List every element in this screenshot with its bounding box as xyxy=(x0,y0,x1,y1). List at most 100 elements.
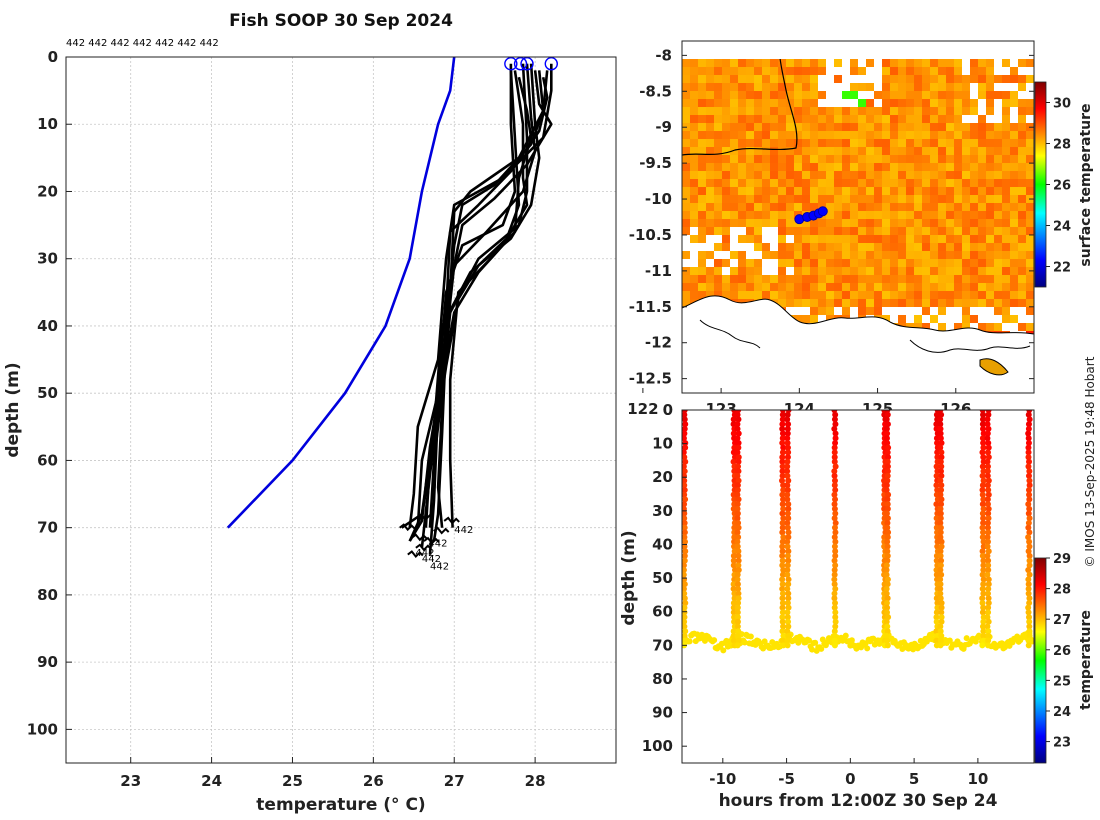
sst-cell xyxy=(874,195,882,203)
sst-cell xyxy=(682,59,690,67)
sst-cell xyxy=(882,83,890,91)
sst-cell xyxy=(1018,323,1026,331)
time-point xyxy=(985,632,992,639)
sst-cell xyxy=(882,147,890,155)
time-point xyxy=(780,487,787,494)
sst-cell xyxy=(778,147,786,155)
sst-cell xyxy=(746,219,754,227)
sst-cell xyxy=(906,147,914,155)
time-point xyxy=(980,529,987,536)
sst-cell xyxy=(994,267,1002,275)
time-point xyxy=(937,585,944,592)
sst-cell xyxy=(714,163,722,171)
sst-cell xyxy=(770,219,778,227)
sst-cell xyxy=(746,227,754,235)
sst-cell xyxy=(762,131,770,139)
sst-cell xyxy=(754,75,762,83)
time-point xyxy=(1026,496,1033,503)
sst-cell xyxy=(842,155,850,163)
sst-cell xyxy=(810,115,818,123)
sst-cell xyxy=(802,107,810,115)
sst-cell xyxy=(978,123,986,131)
climatology-line xyxy=(226,57,456,529)
sst-cell xyxy=(1002,211,1010,219)
sst-cell xyxy=(882,219,890,227)
sst-cell xyxy=(946,171,954,179)
sst-cell xyxy=(986,147,994,155)
time-point xyxy=(806,637,813,644)
time-point xyxy=(985,548,992,555)
time-point xyxy=(884,538,891,545)
sst-cell xyxy=(690,59,698,67)
time-point xyxy=(870,635,877,642)
sst-cell xyxy=(994,131,1002,139)
time-point xyxy=(980,637,987,644)
sst-cell xyxy=(778,235,786,243)
sst-cell xyxy=(778,179,786,187)
time-point xyxy=(985,567,992,574)
time-point xyxy=(682,599,689,606)
time-point xyxy=(779,599,786,606)
sst-cell xyxy=(802,187,810,195)
sst-cell xyxy=(850,283,858,291)
sst-cell xyxy=(802,203,810,211)
time-point xyxy=(938,472,945,479)
sst-cell xyxy=(842,259,850,267)
sst-cell xyxy=(938,131,946,139)
sst-cell xyxy=(906,211,914,219)
map-y-tick-label: -10.5 xyxy=(629,226,672,244)
sst-cell xyxy=(714,211,722,219)
time-point xyxy=(1026,557,1033,564)
sst-cell xyxy=(874,235,882,243)
sst-cell xyxy=(1002,107,1010,115)
sst-cell xyxy=(826,243,834,251)
sst-cell xyxy=(898,139,906,147)
time-point xyxy=(1025,425,1032,432)
time-point xyxy=(785,618,792,625)
sst-cell xyxy=(1010,291,1018,299)
top-profile-labels: 442 442 442 442 442 442 442 xyxy=(66,38,219,49)
sst-cell xyxy=(914,99,922,107)
time-point xyxy=(979,524,986,531)
sst-cell xyxy=(730,155,738,163)
sst-cell xyxy=(754,99,762,107)
time-point xyxy=(682,534,688,541)
time-point xyxy=(1026,552,1033,559)
sst-cell xyxy=(1026,147,1034,155)
time-point xyxy=(730,458,737,465)
sst-cell xyxy=(690,235,698,243)
sst-cell xyxy=(818,291,826,299)
time-point xyxy=(735,444,742,451)
sst-cell xyxy=(994,219,1002,227)
sst-cell xyxy=(1002,275,1010,283)
sst-cell xyxy=(714,107,722,115)
time-point xyxy=(937,435,944,442)
time-point xyxy=(730,557,737,564)
time-point xyxy=(884,642,891,649)
profile-bottom-end xyxy=(416,513,434,522)
sst-cell xyxy=(730,195,738,203)
time-point xyxy=(1026,482,1033,489)
profile-bottom-end xyxy=(407,550,424,559)
sst-cell xyxy=(722,75,730,83)
sst-cell xyxy=(938,187,946,195)
sst-cell xyxy=(754,211,762,219)
sst-cell xyxy=(914,211,922,219)
time-point xyxy=(979,421,986,428)
sst-cell xyxy=(906,251,914,259)
sst-cell xyxy=(914,123,922,131)
time-point xyxy=(934,449,941,456)
sst-cell xyxy=(962,299,970,307)
sst-cell xyxy=(890,211,898,219)
sst-cell xyxy=(754,67,762,75)
sst-cell xyxy=(746,83,754,91)
sst-cell xyxy=(746,267,754,275)
sst-cell xyxy=(818,171,826,179)
time-point xyxy=(779,472,786,479)
sst-cell xyxy=(922,123,930,131)
time-point xyxy=(1025,463,1032,470)
time-point xyxy=(785,590,792,597)
sst-cell xyxy=(882,211,890,219)
sst-cell xyxy=(874,147,882,155)
time-point xyxy=(735,567,742,574)
